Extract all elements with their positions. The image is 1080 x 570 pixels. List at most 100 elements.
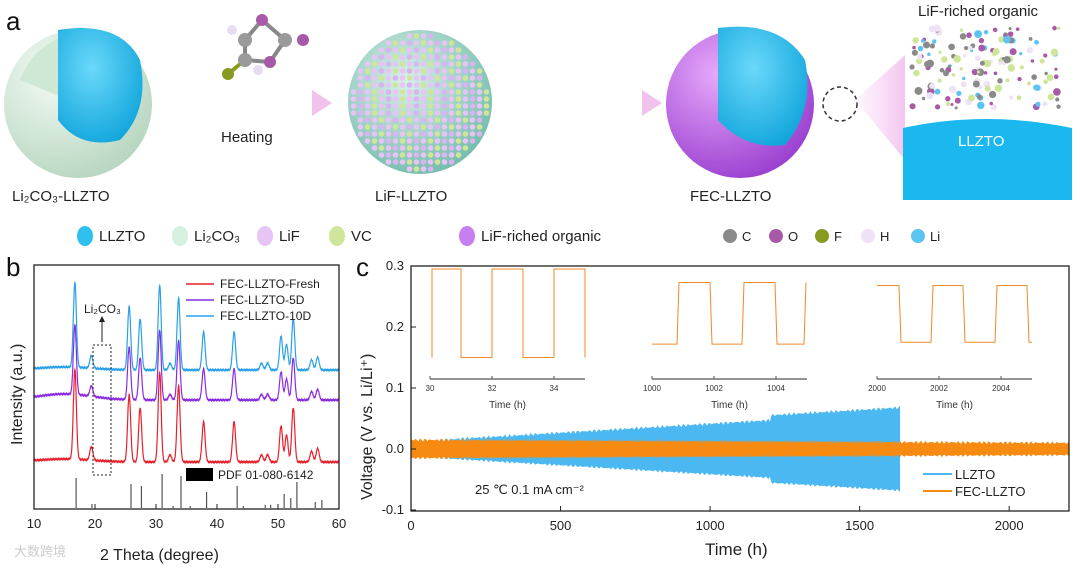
atom-dot [909,103,916,110]
inset-voltage-line [431,268,586,358]
atom-dot [959,33,967,40]
particle-dot [385,47,392,53]
particle-dot [441,117,448,123]
particle-dot [455,61,462,67]
particle-dot [413,103,420,109]
particle-dot [406,110,413,116]
particle-dot [413,75,420,81]
atom-dot [917,45,924,52]
legend-label: Li₂CO₃ [194,228,240,245]
particle-dot [462,96,469,102]
particle-dot [350,103,357,109]
particle-dot [427,110,434,116]
legend-swatch-icon [329,226,345,246]
particle-dot [434,61,441,67]
atom-dot [956,90,962,97]
inset-voltage-line [652,281,807,345]
particle-dot [378,138,385,144]
atom-dot [978,37,985,44]
panel-label-a: a [6,6,21,36]
xrd-axes-frame [33,264,340,510]
particle-dot [371,110,378,116]
sphere-li2co3-llzto [4,28,152,178]
particle-dot [378,117,385,123]
particle-dot [434,54,441,60]
particle-dot [455,89,462,95]
particle-dot [413,138,420,144]
panel-label-b: b [6,252,20,282]
particle-dot [399,145,406,151]
legend-label: LiF [279,228,300,245]
particle-dot [448,96,455,102]
atom-dot [942,70,950,77]
atom-dot [963,45,969,51]
atom-dot [1057,26,1061,31]
atom-dot [992,48,1000,56]
particle-dot [385,40,392,46]
particle-dot [378,82,385,88]
particle-dot [378,89,385,95]
particle-dot [413,117,420,123]
x-tick-label: 500 [550,518,572,533]
atom-legend-icon [861,229,875,243]
particle-dot [420,103,427,109]
particle-dot [399,103,406,109]
particle-dot [462,68,469,74]
particle-dot [462,89,469,95]
y-tick-label: 0.3 [386,258,404,273]
particle-dot [413,68,420,74]
particle-dot [427,96,434,102]
particle-dot [385,89,392,95]
particle-dot [420,152,427,158]
inset-voltage-line [877,285,1032,343]
atom-dot [1043,79,1048,85]
y-tick-label: 0.0 [386,441,404,456]
particle-dot [462,110,469,116]
particle-dot [434,75,441,81]
zoom-circle [822,86,858,122]
particle-dot [392,138,399,144]
particle-dot [434,131,441,137]
particle-dot [371,89,378,95]
atom-dot [954,97,961,104]
atom-dot [911,49,918,56]
particle-dot [434,40,441,46]
particle-dot [441,124,448,130]
particle-dot [448,75,455,81]
particle-dot [434,68,441,74]
xrd-line-fec-llzto-5d [34,323,339,403]
particle-dot [420,75,427,81]
particle-dot [420,47,427,53]
particle-dot [476,96,483,102]
atom-dot [959,28,964,32]
particle-dot [371,61,378,67]
lif-organic-structure [909,24,1061,111]
particle-dot [406,47,413,53]
particle-dot [427,47,434,53]
particle-dot [406,82,413,88]
particle-dot [455,110,462,116]
inset-x-label: Time (h) [711,400,748,411]
x-tick-label: 60 [332,516,346,531]
particle-dot [406,89,413,95]
particle-dot [441,138,448,144]
particle-dot [448,124,455,130]
particle-dot [434,145,441,151]
legend-label: VC [351,228,372,245]
atom-dot [929,82,936,89]
x-tick-label: 10 [27,516,41,531]
particle-dot [406,145,413,151]
xrd-x-axis-label: 2 Theta (degree) [100,547,219,564]
atom-dot [1007,31,1014,37]
particle-dot [469,82,476,88]
atom-dot [979,60,985,66]
particle-dot [364,131,371,137]
particle-dot [413,152,420,158]
particle-dot [371,96,378,102]
li2co3-dotted-box [92,344,112,476]
particle-dot [385,68,392,74]
particle-dot [399,110,406,116]
particle-dot [441,54,448,60]
particle-dot [434,124,441,130]
particle-dot [399,61,406,67]
